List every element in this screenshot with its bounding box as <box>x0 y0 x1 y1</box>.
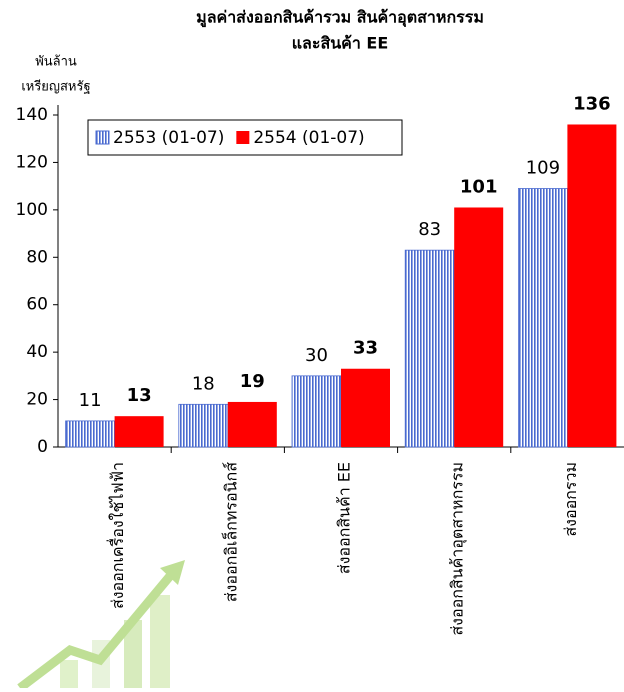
bar <box>178 403 229 448</box>
data-label: 33 <box>353 338 378 359</box>
bar <box>454 207 504 447</box>
data-label: 101 <box>460 176 498 197</box>
x-tick-label: ส่งออกอิเล็กทรอนิกส์ <box>220 462 240 602</box>
bar <box>291 375 342 448</box>
legend-label: 2553 (01-07) <box>113 128 224 148</box>
bar <box>114 416 164 447</box>
legend-swatch <box>95 130 110 145</box>
bar <box>404 249 455 448</box>
chart-title: และสินค้า EE <box>292 34 389 53</box>
data-label: 19 <box>240 371 265 392</box>
bar <box>341 368 390 447</box>
y-tick-label: 120 <box>16 152 48 172</box>
y-tick-label: 0 <box>37 437 48 457</box>
bar <box>567 124 617 447</box>
x-tick-label: ส่งออกรวม <box>561 462 580 537</box>
y-tick-label: 140 <box>16 105 48 125</box>
x-tick-label: ส่งออกสินค้าอุตสาหกรรม <box>448 462 468 636</box>
bar <box>65 420 115 448</box>
y-axis-label: พันล้าน <box>35 55 77 70</box>
y-tick-label: 40 <box>26 342 48 362</box>
decoration <box>17 560 185 692</box>
y-axis-label: เหรียญสหรัฐ <box>21 79 90 95</box>
bar <box>518 188 568 448</box>
data-label: 13 <box>127 385 152 406</box>
data-label: 30 <box>305 345 328 366</box>
data-label: 18 <box>192 373 215 394</box>
data-label: 136 <box>573 93 611 114</box>
data-label: 11 <box>79 390 102 411</box>
legend-label: 2554 (01-07) <box>253 128 364 148</box>
x-tick-label: ส่งออกเครื่องใช้ไฟฟ้า <box>106 462 127 609</box>
data-label: 109 <box>526 158 560 179</box>
chart-title: มูลค่าส่งออกสินค้ารวม สินค้าอุตสาหกรรม <box>196 8 484 29</box>
y-tick-label: 20 <box>26 390 48 410</box>
y-tick-label: 80 <box>26 247 48 267</box>
x-tick-label: ส่งออกสินค้า EE <box>335 462 354 574</box>
legend-swatch <box>236 131 250 144</box>
y-tick-label: 100 <box>16 200 48 220</box>
bar <box>227 401 277 447</box>
y-tick-label: 60 <box>26 295 48 315</box>
data-label: 83 <box>418 219 441 240</box>
